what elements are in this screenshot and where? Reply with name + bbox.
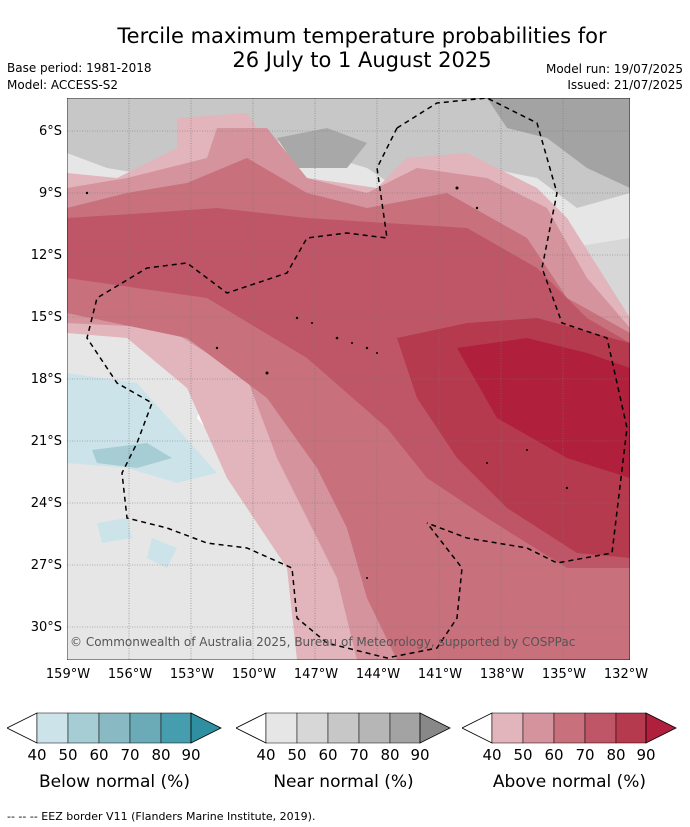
lat-label: 9°S [38,186,62,201]
lat-label: 21°S [30,434,62,449]
lat-label: 27°S [30,558,62,573]
colorbar-below-normal [7,712,222,744]
lon-label: 150°W [231,667,277,682]
lat-label: 24°S [30,496,62,511]
tick-label: 40 [482,746,502,764]
tick-label: 60 [318,746,338,764]
eez-legend: -- -- -- EEZ border V11 (Flanders Marine… [7,810,316,823]
lon-label: 144°W [355,667,401,682]
tick-label: 50 [287,746,307,764]
tick-label: 80 [606,746,626,764]
lon-label: 156°W [107,667,153,682]
graticule [67,98,630,660]
lat-label: 15°S [30,310,62,325]
below-normal-lower [97,518,132,543]
colorbar-above-normal [462,712,677,744]
colorbar-label-above: Above normal (%) [492,772,647,792]
lat-label: 6°S [38,124,62,139]
lat-label: 18°S [30,372,62,387]
tick-label: 70 [349,746,369,764]
base-period: Base period: 1981-2018 [7,61,152,75]
model-name: Model: ACCESS-S2 [7,78,119,92]
lat-label: 12°S [30,248,62,263]
lon-label: 153°W [169,667,215,682]
tick-label: 90 [181,746,201,764]
tick-label: 50 [58,746,78,764]
probability-map [67,98,630,660]
colorbar-near-normal [236,712,451,744]
eez-border [86,127,463,659]
near-normal-region-dark [277,128,367,168]
lon-label: 132°W [603,667,649,682]
tick-label: 90 [410,746,430,764]
below-normal-lower [147,538,177,568]
colorbar-label-near: Near normal (%) [273,772,414,792]
lon-label: 159°W [45,667,91,682]
lon-label: 147°W [293,667,339,682]
below-normal-region-dark [92,443,172,468]
colorbar-label-below: Below normal (%) [39,772,190,792]
tick-label: 40 [256,746,276,764]
tick-label: 60 [544,746,564,764]
issued-date: Issued: 21/07/2025 [567,78,683,92]
lat-label: 30°S [30,620,62,635]
tick-label: 70 [120,746,140,764]
tick-label: 80 [151,746,171,764]
tick-label: 80 [380,746,400,764]
map-title-line1: Tercile maximum temperature probabilitie… [117,24,607,48]
tick-label: 90 [636,746,656,764]
islands [85,186,569,579]
tick-label: 60 [89,746,109,764]
tick-label: 40 [27,746,47,764]
lon-label: 141°W [417,667,463,682]
model-run: Model run: 19/07/2025 [545,62,683,76]
tick-label: 70 [575,746,595,764]
lon-label: 135°W [541,667,587,682]
map-title-line2: 26 July to 1 August 2025 [232,48,492,72]
lon-label: 138°W [479,667,525,682]
copyright-text: © Commonwealth of Australia 2025, Bureau… [70,635,576,649]
tick-label: 50 [513,746,533,764]
above-normal-90 [457,338,630,478]
near-normal-region-dark [487,98,630,188]
